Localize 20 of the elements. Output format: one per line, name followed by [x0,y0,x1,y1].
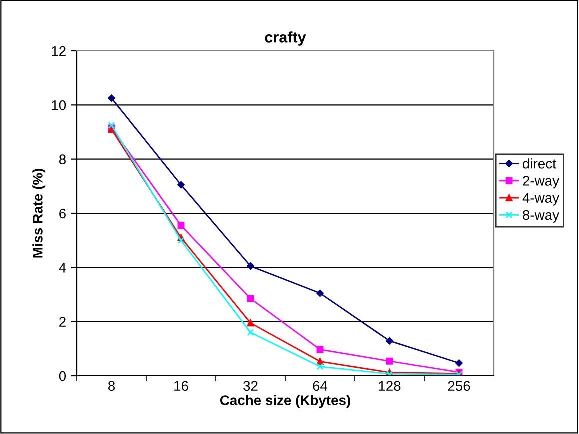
legend-label: direct [523,158,556,169]
y-tick-label: 6 [60,208,66,219]
y-tick-label: 0 [59,371,66,382]
x-tick-label: 128 [379,381,401,392]
legend-label: 4-way [522,193,560,206]
y-tick-label: 2 [60,317,66,327]
y-tick-label: 12 [52,46,66,56]
x-tick-label: 8 [108,381,116,392]
chart-title: crafty [265,32,306,46]
y-tick-label: 10 [52,100,66,110]
y-tick-label: 4 [59,263,66,273]
y-axis-title: Miss Rate (%) [32,169,46,258]
y-tick-label: 8 [59,154,66,165]
x-axis-title: Cache size (Kbytes) [220,395,350,408]
x-tick-label: 64 [313,381,328,392]
legend-label: 2-way [523,176,560,189]
legend-label: 8-way [523,210,560,223]
x-tick-label: 16 [174,381,188,392]
x-tick-label: 32 [244,381,258,392]
x-tick-label: 256 [448,381,470,392]
